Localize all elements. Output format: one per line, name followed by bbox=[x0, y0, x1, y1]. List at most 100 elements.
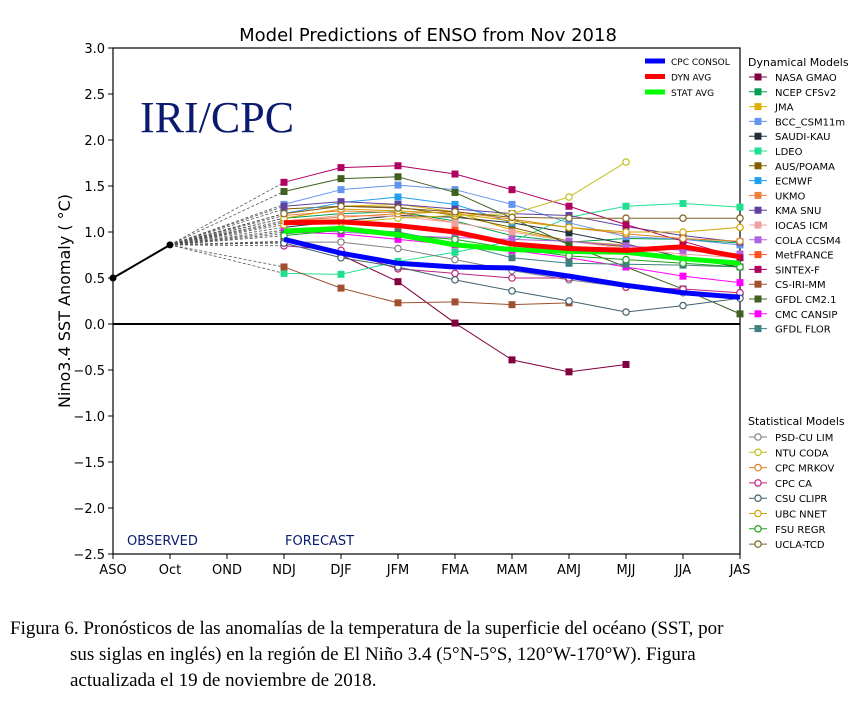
y-tick-label: 3.0 bbox=[84, 42, 105, 57]
connector-line bbox=[169, 227, 285, 246]
dynamical-models-header: Dynamical Models bbox=[748, 56, 849, 69]
y-tick-label: 0.0 bbox=[84, 318, 105, 333]
series-cola-ccsm4-marker bbox=[679, 246, 687, 254]
connector-line bbox=[169, 229, 285, 246]
series-sintex-f-marker bbox=[622, 221, 630, 229]
forecast-label: FORECAST bbox=[285, 534, 354, 549]
series-ucla-tcd-marker bbox=[337, 202, 345, 211]
x-tick-label: JFM bbox=[386, 563, 410, 578]
legend-label-saudi-kau: SAUDI-KAU bbox=[775, 132, 831, 143]
legend-marker-ecmwf bbox=[754, 177, 762, 185]
legend-marker-gfdl-flor bbox=[754, 325, 762, 333]
series-ecmwf-marker bbox=[394, 193, 402, 201]
series-ldeo-marker bbox=[736, 203, 744, 211]
series-nasa-gmao-marker bbox=[622, 360, 630, 368]
y-tick-label: −2.5 bbox=[73, 548, 105, 563]
series-ldeo-marker bbox=[451, 248, 459, 256]
x-tick-label: ASO bbox=[99, 563, 126, 578]
y-tick-label: −2.0 bbox=[73, 502, 105, 517]
legend-marker-csu-clipr bbox=[754, 494, 762, 503]
x-tick-label: FMA bbox=[441, 563, 469, 578]
legend-label-ncep-cfsv2: NCEP CFSv2 bbox=[775, 88, 836, 99]
connector-line bbox=[169, 181, 285, 246]
connector-line bbox=[169, 217, 285, 246]
series-sintex-f-marker bbox=[508, 186, 516, 194]
series-ubc-nnet-marker bbox=[679, 228, 687, 236]
series-gfdl-cm2-1-marker bbox=[451, 188, 459, 196]
series-nasa-gmao-marker bbox=[565, 368, 573, 376]
connector-line bbox=[169, 231, 285, 246]
series-ucla-tcd-marker bbox=[394, 204, 402, 212]
series-gfdl-cm2-1-marker bbox=[337, 175, 345, 183]
series-ucla-tcd-marker bbox=[679, 214, 687, 223]
legend-label-kma-snu: KMA SNU bbox=[775, 206, 821, 217]
series-sintex-f-marker bbox=[337, 164, 345, 172]
connector-line bbox=[169, 205, 285, 246]
connector-line bbox=[169, 233, 285, 246]
x-tick-label: MAM bbox=[496, 563, 527, 578]
series-gfdl-cm2-1-marker bbox=[280, 188, 288, 196]
legend-marker-aus-poama bbox=[754, 162, 762, 170]
series-ldeo-marker bbox=[337, 270, 345, 278]
legend-label-ecmwf: ECMWF bbox=[775, 177, 813, 188]
series-cpc-ca-marker bbox=[451, 269, 459, 278]
series-dyn-avg-line bbox=[283, 219, 741, 260]
series-ldeo-marker bbox=[679, 199, 687, 207]
series-csu-clipr-marker bbox=[622, 308, 630, 316]
series-cs-iri-mm-marker bbox=[451, 298, 459, 306]
x-tick-label: JJA bbox=[674, 563, 691, 578]
series-cs-iri-mm-marker bbox=[394, 299, 402, 307]
series-csu-clipr-marker bbox=[679, 301, 687, 310]
legend-marker-sintex-f bbox=[754, 265, 762, 273]
series-cpc-ca-marker bbox=[508, 274, 516, 282]
legend-label-fsu-regr: FSU REGR bbox=[775, 525, 825, 536]
legend-marker-cs-iri-mm bbox=[754, 280, 762, 288]
series-csu-clipr-marker bbox=[565, 297, 573, 305]
series-cola-ccsm4-marker bbox=[622, 242, 630, 250]
series-sintex-f-marker bbox=[394, 162, 402, 170]
legend-marker-fsu-regr bbox=[754, 524, 762, 533]
series-bcc-csm11m-marker bbox=[565, 219, 573, 227]
series-cola-ccsm4-marker bbox=[736, 250, 744, 258]
iri-cpc-watermark: IRI/CPC bbox=[140, 93, 294, 142]
series-iocas-icm-marker bbox=[451, 219, 459, 227]
figure-caption: Figura 6. Pronósticos de las anomalías d… bbox=[10, 616, 850, 694]
series-nasa-gmao-marker bbox=[451, 319, 459, 327]
series-bcc-csm11m-marker bbox=[337, 186, 345, 194]
legend-label-ubc-nnet: UBC NNET bbox=[775, 510, 827, 521]
legend-marker-ubc-nnet bbox=[754, 509, 762, 518]
legend-label-dyn-avg: DYN AVG bbox=[671, 74, 711, 84]
series-bcc-csm11m-marker bbox=[508, 200, 516, 208]
y-tick-label: 0.5 bbox=[84, 272, 105, 287]
legend-marker-bcc-csm11m bbox=[754, 117, 762, 125]
series-ecmwf-marker bbox=[451, 200, 459, 208]
series-cpc-mrkov-marker bbox=[679, 234, 687, 243]
series-cpc-consol-line bbox=[283, 236, 741, 300]
series-cpc-mrkov-marker bbox=[736, 237, 744, 246]
observed-marker bbox=[109, 274, 117, 282]
legend-marker-ukmo bbox=[754, 191, 762, 199]
legend-label-bcc-csm11m: BCC_CSM11m bbox=[775, 117, 845, 128]
y-tick-label: −1.5 bbox=[73, 456, 105, 471]
legend-label-ldeo: LDEO bbox=[775, 147, 803, 158]
x-tick-label: OND bbox=[212, 563, 242, 578]
series-cmc-cansip-marker bbox=[679, 272, 687, 280]
legend-marker-iocas-icm bbox=[754, 221, 762, 229]
series-cola-ccsm4-marker bbox=[508, 235, 516, 243]
connector-line bbox=[169, 222, 285, 246]
series-ucla-tcd-marker bbox=[508, 213, 516, 222]
legend-label-cpc-ca: CPC CA bbox=[775, 479, 812, 490]
series-ncep-cfsv2-marker bbox=[508, 232, 516, 240]
series-ubc-nnet-marker bbox=[736, 223, 744, 232]
x-tick-label: Oct bbox=[159, 563, 181, 578]
legend-label-stat-avg: STAT AVG bbox=[671, 89, 714, 99]
connector-line bbox=[169, 235, 285, 246]
x-tick-label: AMJ bbox=[557, 563, 581, 578]
legend-marker-cola-ccsm4 bbox=[754, 236, 762, 244]
chart-title: Model Predictions of ENSO from Nov 2018 bbox=[239, 25, 617, 46]
legend-label-cola-ccsm4: COLA CCSM4 bbox=[775, 236, 841, 247]
series-kma-snu-marker bbox=[280, 202, 288, 210]
legend-label-ukmo: UKMO bbox=[775, 191, 806, 202]
series-fsu-regr-marker bbox=[622, 255, 630, 264]
x-tick-label: NDJ bbox=[272, 563, 296, 578]
